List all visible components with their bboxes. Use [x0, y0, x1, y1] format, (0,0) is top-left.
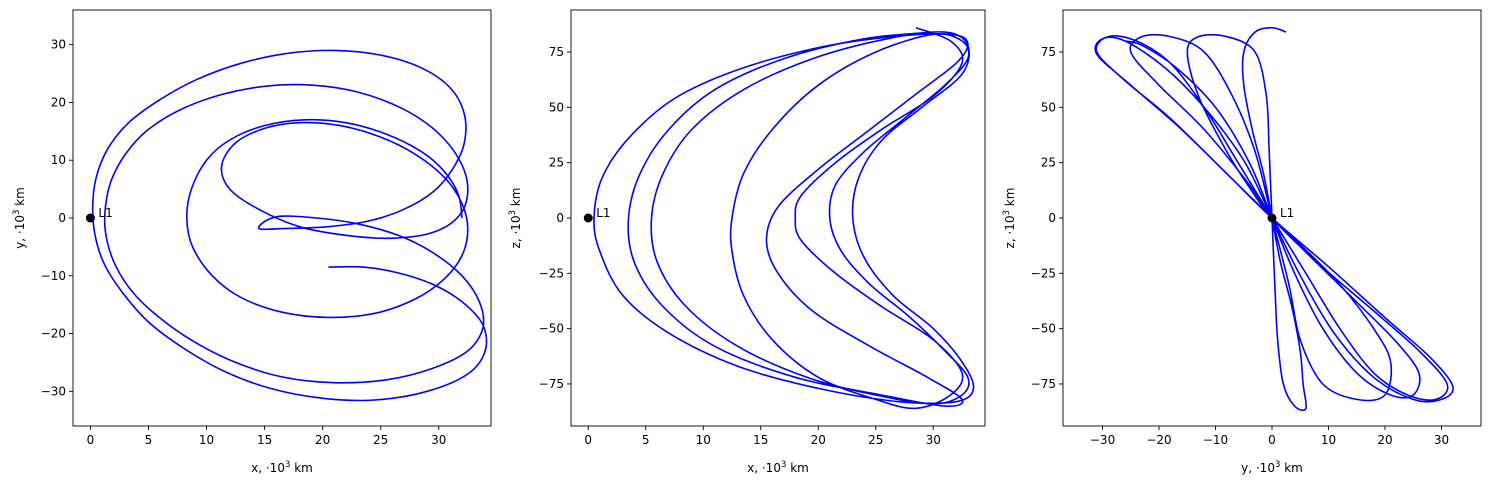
y-tick-label-1: 0 — [58, 211, 66, 225]
y-tick-label-1: 30 — [51, 38, 66, 52]
l1-point-1 — [85, 213, 95, 223]
x-tick-label-3: 20 — [1377, 433, 1392, 447]
axes-frame-1 — [72, 9, 492, 427]
y-tick-label-1: −20 — [41, 327, 66, 341]
l1-point-2 — [583, 213, 593, 223]
y-tick-label-3: 75 — [1041, 45, 1056, 59]
x-tick-label-1: 5 — [145, 433, 153, 447]
x-tick-label-2: 30 — [926, 433, 941, 447]
x-tick-label-2: 5 — [642, 433, 650, 447]
x-tick-label-3: 0 — [1268, 433, 1276, 447]
y-tick-label-2: 50 — [549, 100, 564, 114]
y-tick-label-2: 0 — [556, 211, 564, 225]
x-tick-label-1: 30 — [431, 433, 446, 447]
y-tick-label-3: 50 — [1041, 100, 1056, 114]
l1-label-2: L1 — [596, 206, 610, 220]
x-axis-label-1: x, ·103 km — [251, 460, 313, 475]
y-tick-label-3: −75 — [1031, 377, 1056, 391]
x-tick-label-3: −30 — [1090, 433, 1115, 447]
y-tick-label-3: 0 — [1048, 211, 1056, 225]
y-tick-label-1: −10 — [41, 269, 66, 283]
x-tick-label-2: 10 — [696, 433, 711, 447]
x-tick-label-1: 25 — [373, 433, 388, 447]
l1-label-1: L1 — [98, 206, 112, 220]
x-tick-label-3: −20 — [1146, 433, 1171, 447]
x-tick-label-2: 25 — [868, 433, 883, 447]
y-tick-label-2: −25 — [539, 266, 564, 280]
x-axis-label-2: x, ·103 km — [747, 460, 809, 475]
x-tick-label-2: 0 — [584, 433, 592, 447]
x-axis-label-3: y, ·103 km — [1241, 460, 1303, 475]
y-tick-label-3: 25 — [1041, 156, 1056, 170]
trajectory-line-3 — [1094, 26, 1454, 412]
y-tick-label-1: 10 — [51, 153, 66, 167]
y-tick-label-3: −50 — [1031, 322, 1056, 336]
y-axis-label-1: y, ·103 km — [12, 187, 27, 249]
y-tick-label-1: 20 — [51, 95, 66, 109]
x-tick-label-3: 10 — [1321, 433, 1336, 447]
l1-point-3 — [1267, 213, 1277, 223]
x-tick-label-2: 20 — [811, 433, 826, 447]
x-tick-label-1: 10 — [199, 433, 214, 447]
subplot-3: L1 −30 −20 −10 0 10 20 30 −75 −50 −25 0 25 50 75 y, ·10… — [1002, 9, 1482, 475]
x-tick-label-2: 15 — [753, 433, 768, 447]
trajectory-line-2 — [593, 26, 975, 410]
y-tick-label-2: 25 — [549, 156, 564, 170]
trajectory-line-1 — [91, 49, 488, 402]
y-axis-label-3: z, ·103 km — [1002, 188, 1017, 249]
x-tick-label-3: 30 — [1434, 433, 1449, 447]
x-tick-label-1: 15 — [257, 433, 272, 447]
y-tick-label-2: −75 — [539, 377, 564, 391]
subplot-1: L1 0 5 10 15 20 25 30 −30 −20 −10 0 10 20 30 x, ·103 km… — [12, 9, 492, 475]
y-tick-label-2: 75 — [549, 45, 564, 59]
x-tick-label-3: −10 — [1203, 433, 1228, 447]
y-axis-label-2: z, ·103 km — [508, 188, 523, 249]
x-tick-label-1: 0 — [87, 433, 95, 447]
subplot-2: L1 0 5 10 15 20 25 30 −75 −50 −25 0 25 50 75 x, ·103 km… — [508, 9, 986, 475]
y-tick-label-3: −25 — [1031, 266, 1056, 280]
y-tick-label-1: −30 — [41, 384, 66, 398]
x-tick-label-1: 20 — [315, 433, 330, 447]
l1-label-3: L1 — [1280, 206, 1294, 220]
y-tick-label-2: −50 — [539, 322, 564, 336]
